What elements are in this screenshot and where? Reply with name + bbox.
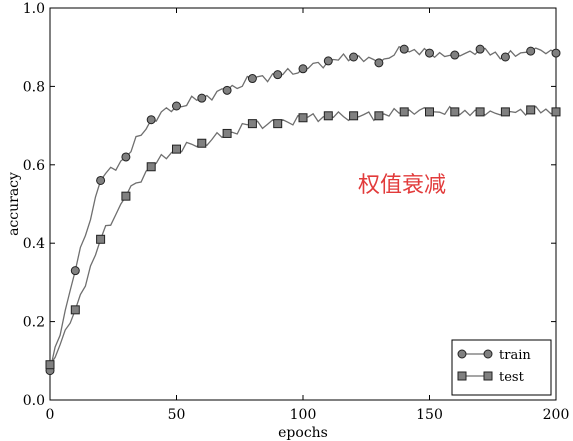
data-point-train bbox=[475, 44, 485, 54]
data-point-test bbox=[121, 191, 131, 201]
data-point-test bbox=[70, 305, 80, 315]
data-point-train bbox=[197, 93, 207, 103]
data-point-train bbox=[96, 175, 106, 185]
data-point-test bbox=[526, 105, 536, 115]
data-point-test bbox=[222, 128, 232, 138]
data-point-train bbox=[146, 115, 156, 125]
data-point-test bbox=[374, 111, 384, 121]
data-point-train bbox=[273, 70, 283, 80]
plot-frame bbox=[49, 7, 557, 401]
legend-box bbox=[451, 339, 552, 396]
legend-items: train test bbox=[457, 348, 531, 385]
y-axis-label: accuracy bbox=[6, 172, 22, 236]
x-tick-label: 150 bbox=[416, 407, 443, 423]
data-point-train bbox=[425, 48, 434, 58]
x-tick-label: 100 bbox=[290, 407, 317, 423]
axis-ticks: 0 50 100 150 200 0.0 0.2 0.4 0.6 0.8 1.0 bbox=[23, 1, 570, 423]
data-point-test bbox=[298, 113, 308, 123]
data-point-test bbox=[172, 144, 181, 154]
legend: train test bbox=[451, 339, 552, 396]
y-tick-label: 0.4 bbox=[23, 236, 45, 252]
y-tick-label: 0.2 bbox=[23, 315, 45, 331]
data-point-test bbox=[475, 107, 485, 117]
data-point-train bbox=[172, 101, 181, 111]
data-point-test bbox=[551, 107, 561, 117]
legend-label-train: train bbox=[499, 348, 531, 363]
data-point-train bbox=[349, 52, 359, 62]
legend-marker-test bbox=[457, 371, 467, 381]
data-point-train bbox=[399, 44, 409, 54]
data-point-train bbox=[298, 64, 308, 74]
x-tick-label: 0 bbox=[46, 407, 55, 423]
legend-marker-test bbox=[483, 371, 493, 381]
data-point-train bbox=[450, 50, 460, 60]
data-point-test bbox=[399, 107, 409, 117]
data-point-test bbox=[247, 119, 257, 129]
data-point-test bbox=[323, 111, 333, 121]
data-point-train bbox=[70, 266, 80, 276]
y-tick-label: 0.8 bbox=[23, 79, 45, 95]
data-point-train bbox=[526, 46, 536, 56]
data-point-test bbox=[45, 360, 55, 370]
data-point-test bbox=[450, 107, 460, 117]
data-point-test bbox=[146, 162, 156, 172]
x-axis-label: epochs bbox=[278, 425, 328, 441]
data-point-train bbox=[551, 48, 561, 58]
annotation-weight-decay: 权值衰减 bbox=[358, 173, 446, 198]
x-tick-label: 50 bbox=[168, 407, 186, 423]
legend-marker-train bbox=[483, 349, 493, 359]
data-point-test bbox=[349, 111, 359, 121]
data-point-train bbox=[121, 152, 131, 162]
data-point-train bbox=[323, 56, 333, 66]
data-point-test bbox=[425, 107, 434, 117]
legend-label-test: test bbox=[499, 370, 525, 385]
x-tick-label: 200 bbox=[543, 407, 570, 423]
y-tick-label: 1.0 bbox=[23, 1, 45, 17]
data-point-test bbox=[197, 138, 207, 148]
data-point-test bbox=[96, 234, 106, 244]
data-point-train bbox=[222, 85, 232, 95]
data-point-train bbox=[374, 58, 384, 68]
data-point-train bbox=[500, 52, 510, 62]
y-tick-label: 0.6 bbox=[23, 158, 45, 174]
y-tick-label: 0.0 bbox=[23, 393, 45, 409]
series-group bbox=[45, 44, 561, 376]
legend-marker-train bbox=[457, 349, 467, 359]
data-point-train bbox=[247, 74, 257, 84]
data-point-test bbox=[273, 119, 283, 129]
data-point-test bbox=[500, 107, 510, 117]
